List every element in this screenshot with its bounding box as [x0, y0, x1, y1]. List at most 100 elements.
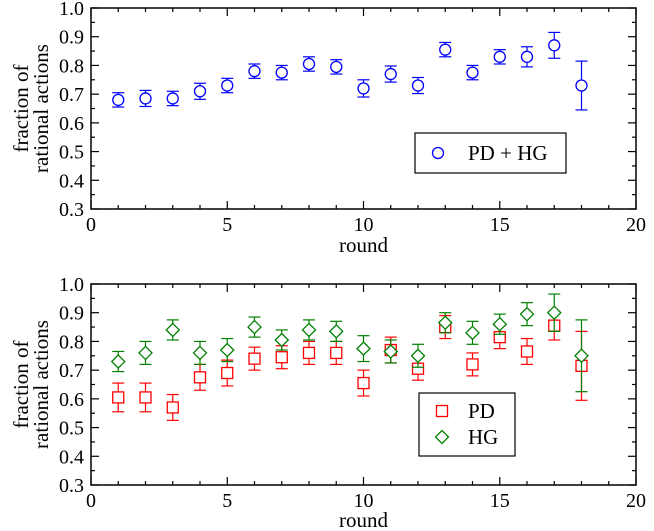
hg-marker — [219, 342, 235, 358]
top-legend-box — [414, 132, 567, 174]
hg-point — [274, 329, 290, 351]
pd-hg-marker — [466, 66, 479, 79]
pd-hg-marker — [520, 50, 534, 63]
legend-marker-hg — [434, 429, 450, 445]
bottom-y-axis-label-line-1: fraction of — [9, 340, 33, 428]
pd-hg-marker — [221, 79, 234, 92]
hg-marker — [574, 348, 589, 364]
pd-hg-point — [439, 41, 452, 58]
top-x-tick-label-5: 5 — [222, 214, 232, 236]
bottom-panel: 0 5 10 15 20 0.3 0.4 0.5 0.6 0.7 0.8 0.9… — [9, 274, 646, 531]
pd-marker — [466, 358, 479, 371]
hg-point — [301, 319, 317, 341]
top-x-tick-label-15: 15 — [490, 214, 510, 236]
pd-point — [302, 340, 316, 365]
hg-point — [546, 293, 562, 332]
pd-point — [112, 382, 125, 413]
top-y-axis-label: fraction of rational actions — [9, 44, 53, 173]
bottom-y-axis-label: fraction of rational actions — [9, 320, 53, 449]
pd-hg-point — [520, 46, 534, 68]
bottom-x-tick-label-10: 10 — [354, 490, 374, 512]
hg-point — [192, 340, 208, 365]
pd-marker — [330, 346, 343, 360]
hg-point — [410, 343, 426, 368]
hg-marker — [383, 344, 399, 359]
pd-point — [466, 352, 479, 377]
pd-marker — [193, 371, 207, 384]
top-y-tick-label-0.3: 0.3 — [59, 199, 84, 221]
bottom-y-tick-label-0.9: 0.9 — [59, 303, 84, 325]
hg-marker — [437, 315, 453, 331]
pd-hg-point — [275, 64, 288, 81]
pd-hg-point — [112, 92, 125, 108]
pd-hg-point — [357, 79, 370, 98]
pd-hg-point — [193, 82, 207, 100]
pd-marker — [139, 391, 152, 404]
bottom-y-axis-label-line-2: rational actions — [29, 320, 53, 449]
pd-hg-marker — [275, 66, 288, 79]
pd-point — [330, 340, 343, 365]
pd-hg-marker — [384, 67, 397, 81]
hg-point — [165, 319, 181, 341]
bottom-x-tick-label-0: 0 — [86, 490, 96, 512]
hg-marker — [328, 323, 344, 339]
pd-marker — [520, 345, 534, 358]
hg-marker — [410, 348, 426, 364]
pd-marker — [357, 376, 370, 390]
pd-marker — [166, 401, 179, 414]
top-y-tick-label-0.6: 0.6 — [59, 113, 84, 135]
pd-hg-point — [221, 77, 234, 94]
bottom-x-tick-label-5: 5 — [222, 490, 232, 512]
top-x-tick-label-10: 10 — [354, 214, 374, 236]
top-x-tick-label-0: 0 — [86, 214, 96, 236]
pd-hg-point — [411, 76, 425, 95]
hg-marker — [247, 319, 262, 335]
pd-hg-point — [139, 89, 152, 108]
bottom-legend-box — [418, 392, 516, 457]
pd-hg-point — [330, 59, 343, 75]
hg-marker — [492, 316, 508, 332]
hg-marker — [546, 305, 562, 321]
hg-point — [519, 302, 535, 327]
bottom-y-tick-label-0.5: 0.5 — [59, 418, 84, 440]
bottom-y-tick-label-0.6: 0.6 — [59, 389, 84, 411]
top-x-tick-label-20: 20 — [626, 214, 646, 236]
top-y-axis-label-line-1: fraction of — [9, 64, 33, 152]
bottom-y-tick-label-0.3: 0.3 — [59, 475, 84, 497]
pd-hg-marker — [302, 57, 316, 71]
legend-label-hg: HG — [468, 425, 498, 449]
pd-hg-marker — [493, 50, 506, 63]
pd-point — [193, 363, 207, 391]
pd-point — [166, 393, 179, 421]
top-y-tick-label-0.7: 0.7 — [59, 84, 84, 106]
bottom-x-tick-label-15: 15 — [490, 490, 510, 512]
pd-hg-marker — [166, 92, 179, 105]
hg-point — [219, 337, 235, 363]
hg-point — [356, 335, 371, 363]
top-y-tick-label-0.4: 0.4 — [59, 170, 84, 192]
top-panel: 0 5 10 15 20 0.3 0.4 0.5 0.6 0.7 0.8 0.9… — [9, 0, 646, 257]
pd-hg-marker — [411, 79, 425, 92]
hg-point — [492, 313, 508, 335]
hg-marker — [165, 322, 181, 338]
bottom-y-tick-label-0.7: 0.7 — [59, 360, 84, 382]
legend-label-pd: PD — [468, 399, 495, 423]
hg-marker — [301, 322, 317, 338]
hg-marker — [192, 345, 208, 361]
bottom-y-tick-label-0.8: 0.8 — [59, 331, 84, 353]
top-y-tick-labels: 0.3 0.4 0.5 0.6 0.7 0.8 0.9 1.0 — [59, 0, 84, 221]
pd-hg-marker — [112, 93, 125, 107]
bottom-series-marks — [110, 293, 589, 421]
top-ticks — [90, 7, 637, 210]
pd-hg-marker — [193, 85, 207, 98]
hg-point — [328, 320, 344, 343]
hg-marker — [519, 306, 535, 322]
pd-point — [139, 382, 152, 413]
bottom-ticks — [90, 283, 637, 486]
top-series-marks — [112, 31, 588, 111]
pd-marker — [302, 346, 316, 360]
pd-point — [357, 369, 370, 397]
hg-marker — [274, 332, 290, 348]
bottom-y-tick-label-1.0: 1.0 — [59, 274, 84, 296]
